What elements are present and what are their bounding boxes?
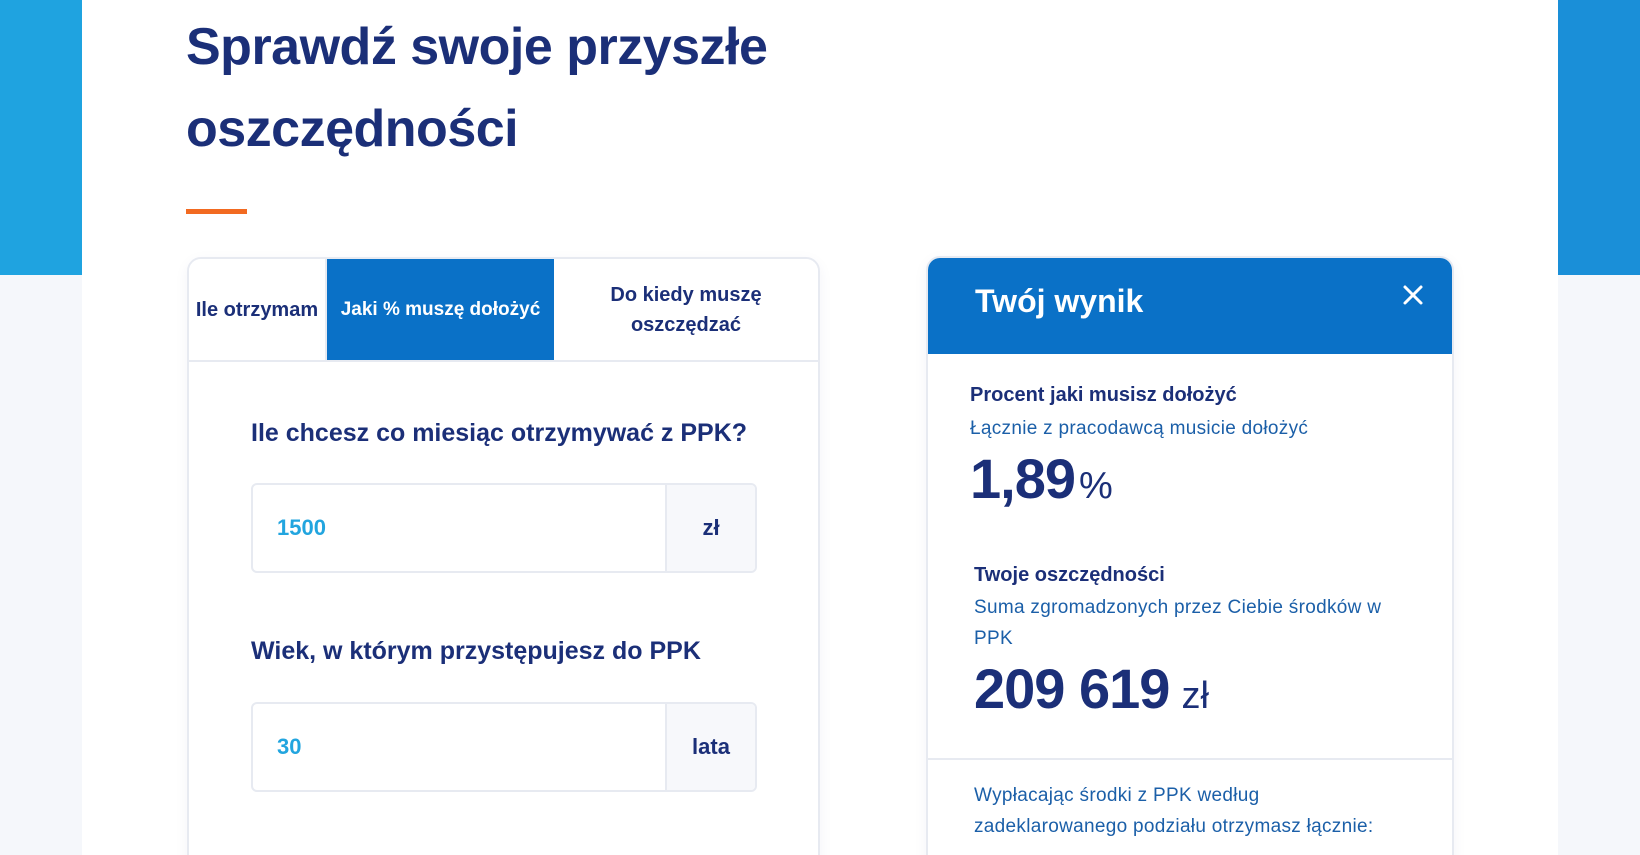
savings-result: 209 619 zł [974, 656, 1209, 721]
tab-ile-otrzymam[interactable]: Ile otrzymam [189, 259, 327, 360]
calculator-card: Ile otrzymam Jaki % muszę dołożyć Do kie… [187, 257, 820, 855]
percent-label: Procent jaki musisz dołożyć [970, 384, 1237, 406]
age-label: Wiek, w którym przystępujesz do PPK [251, 637, 701, 665]
age-field: 30 lata [251, 702, 757, 792]
savings-label: Twoje oszczędności [974, 564, 1165, 586]
age-unit: lata [665, 704, 755, 790]
percent-result: 1,89% [970, 446, 1113, 511]
tab-do-kiedy[interactable]: Do kiedy muszę oszczędzać [554, 259, 818, 360]
background-left-block [0, 0, 82, 275]
calculator-tabs: Ile otrzymam Jaki % muszę dołożyć Do kie… [189, 259, 818, 362]
age-input[interactable]: 30 [277, 734, 302, 759]
background-right-block [1558, 0, 1640, 275]
tab-jaki-procent[interactable]: Jaki % muszę dołożyć [327, 259, 554, 360]
savings-suffix: zł [1181, 675, 1209, 717]
close-icon [1403, 285, 1423, 305]
page-title: Sprawdź swoje przyszłe oszczędności [186, 18, 768, 158]
monthly-amount-field: 1500 zł [251, 483, 757, 573]
result-title: Twój wynik [975, 283, 1144, 319]
title-accent-line [186, 209, 247, 214]
close-button[interactable] [1396, 278, 1430, 312]
result-card: Twój wynik Procent jaki musisz dołożyć Ł… [926, 256, 1454, 855]
result-divider [928, 758, 1452, 760]
percent-description: Łącznie z pracodawcą musicie dołożyć [970, 418, 1309, 439]
savings-description: Suma zgromadzonych przez Ciebie środków … [974, 597, 1382, 649]
monthly-amount-unit: zł [665, 485, 755, 571]
monthly-amount-label: Ile chcesz co miesiąc otrzymywać z PPK? [251, 419, 748, 447]
monthly-amount-input[interactable]: 1500 [277, 515, 326, 540]
savings-value: 209 619 [974, 657, 1170, 720]
result-header: Twój wynik [928, 258, 1452, 354]
percent-suffix: % [1079, 465, 1113, 507]
payout-description: Wypłacając środki z PPK według zadeklaro… [974, 785, 1374, 837]
percent-value: 1,89 [970, 447, 1076, 510]
